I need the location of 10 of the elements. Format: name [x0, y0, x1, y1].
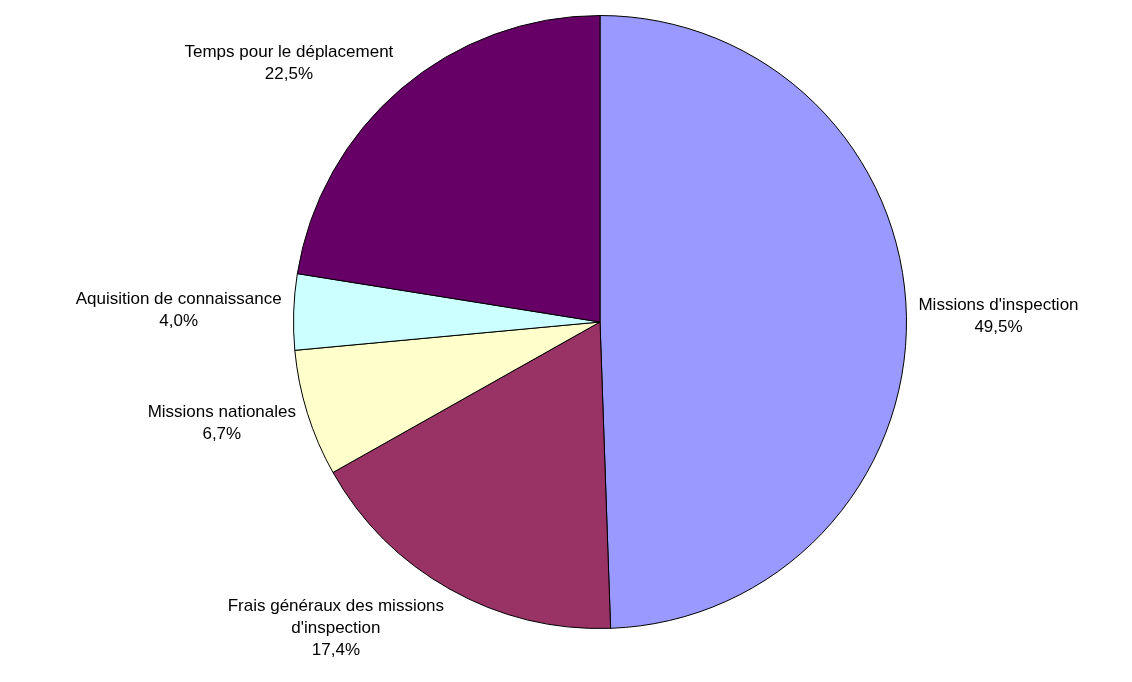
slice-label: Missions nationales — [147, 402, 296, 422]
slice-label: Temps pour le déplacement — [184, 41, 394, 61]
slice-label: Frais généraux des missions d'inspection — [227, 596, 445, 638]
slice-label: Missions d'inspection — [918, 294, 1079, 314]
data-label: 49,5% — [974, 316, 1023, 336]
data-label: 22,5% — [264, 63, 313, 83]
slice-label: Aquisition de connaissance — [75, 289, 282, 309]
data-label: 4,0% — [159, 311, 199, 331]
data-label: 6,7% — [202, 424, 242, 444]
data-label: 17,4% — [311, 640, 360, 660]
